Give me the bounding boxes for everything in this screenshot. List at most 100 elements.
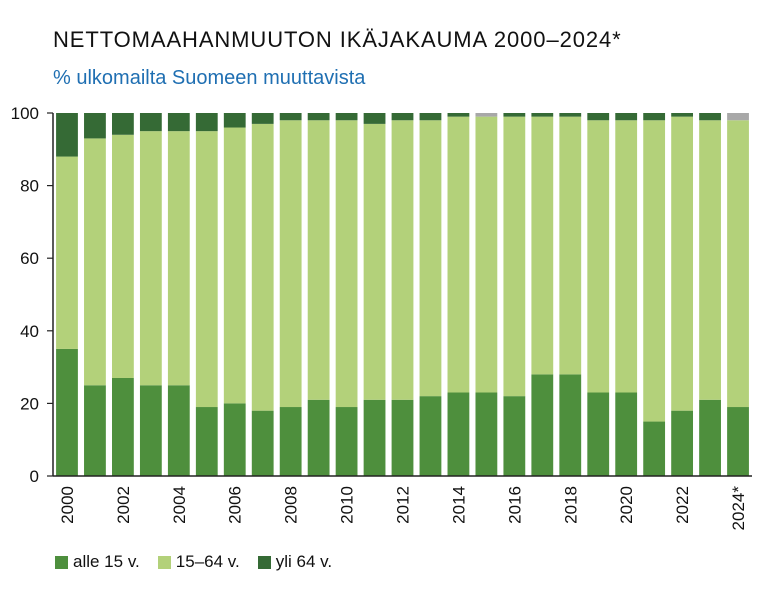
bar-segment-2002-s1 bbox=[112, 134, 134, 378]
bar-segment-2005-s1 bbox=[195, 131, 218, 408]
bar-segment-2008-s1 bbox=[279, 120, 302, 408]
bar-segment-2003-s1 bbox=[139, 131, 162, 386]
bar-segment-2006-s2 bbox=[223, 113, 246, 128]
bar-segment-2020-s1 bbox=[615, 120, 638, 393]
bar-segment-2009-s1 bbox=[307, 120, 330, 400]
bar-segment-2001-s0 bbox=[84, 385, 106, 476]
legend-item-yli64: yli 64 v. bbox=[257, 552, 333, 572]
y-tick-label: 20 bbox=[20, 394, 39, 413]
legend: alle 15 v. 15–64 v. yli 64 v. bbox=[55, 552, 350, 572]
bar-segment-2004-s0 bbox=[167, 385, 190, 476]
bar-segment-2024-s3 bbox=[727, 113, 749, 121]
bar-segment-2021-s1 bbox=[643, 120, 666, 422]
bar-segment-2003-s2 bbox=[139, 113, 162, 132]
bar-segment-2003-s0 bbox=[139, 385, 162, 476]
bar-segment-2021-s0 bbox=[643, 421, 666, 476]
legend-label-alle15: alle 15 v. bbox=[73, 552, 140, 571]
bar-segment-2005-s0 bbox=[195, 407, 218, 476]
bar-segment-2022-s0 bbox=[671, 410, 694, 476]
bars-group bbox=[56, 113, 749, 476]
bar-segment-2010-s1 bbox=[335, 120, 358, 408]
bar-segment-2009-s2 bbox=[307, 113, 330, 121]
bar-segment-2017-s2 bbox=[531, 113, 554, 117]
x-tick-label-2002: 2002 bbox=[114, 486, 133, 524]
bar-segment-2008-s0 bbox=[279, 407, 302, 476]
bar-segment-2020-s2 bbox=[615, 113, 638, 121]
bar-segment-2015-s3 bbox=[475, 113, 498, 117]
bar-segment-2011-s2 bbox=[363, 113, 386, 124]
bar-segment-2006-s1 bbox=[223, 127, 246, 404]
x-tick-label-2010: 2010 bbox=[338, 486, 357, 524]
bar-segment-2000-s0 bbox=[56, 348, 78, 476]
bar-segment-2010-s2 bbox=[335, 113, 358, 121]
x-tick-label-2012: 2012 bbox=[394, 486, 413, 524]
x-tick-label-2004: 2004 bbox=[170, 486, 189, 524]
bar-segment-2016-s1 bbox=[503, 116, 526, 397]
bar-segment-2013-s0 bbox=[419, 396, 442, 476]
bar-segment-2023-s0 bbox=[699, 399, 721, 476]
x-tick-label-2000: 2000 bbox=[58, 486, 77, 524]
legend-item-15-64: 15–64 v. bbox=[157, 552, 240, 572]
x-axis: 2000 2002 2004 2006 2008 2010 2012 2014 2016 2018… bbox=[53, 475, 752, 531]
bar-segment-2009-s0 bbox=[307, 399, 330, 476]
bar-segment-2023-s2 bbox=[699, 113, 721, 121]
bar-segment-2022-s2 bbox=[671, 113, 694, 117]
bar-segment-2006-s0 bbox=[223, 403, 246, 476]
bar-segment-2013-s2 bbox=[419, 113, 442, 121]
x-tick-label-2006: 2006 bbox=[226, 486, 245, 524]
x-tick-label-2008: 2008 bbox=[282, 486, 301, 524]
bar-segment-2002-s0 bbox=[112, 377, 134, 476]
bar-segment-2020-s0 bbox=[615, 392, 638, 476]
legend-item-alle15: alle 15 v. bbox=[55, 552, 140, 572]
bar-segment-2014-s2 bbox=[447, 113, 470, 117]
bar-segment-2017-s1 bbox=[531, 116, 554, 375]
bar-segment-2007-s1 bbox=[251, 123, 274, 411]
legend-swatch-15-64 bbox=[157, 555, 171, 569]
bar-segment-2014-s1 bbox=[447, 116, 470, 393]
bar-segment-2013-s1 bbox=[419, 120, 442, 397]
bar-segment-2024-s0 bbox=[727, 407, 749, 476]
bar-segment-2004-s1 bbox=[167, 131, 190, 386]
bar-segment-2023-s1 bbox=[699, 120, 721, 400]
legend-label-yli64: yli 64 v. bbox=[275, 552, 333, 571]
bar-segment-2011-s1 bbox=[363, 123, 386, 400]
bar-segment-2012-s0 bbox=[391, 399, 414, 476]
y-tick-label: 0 bbox=[30, 467, 39, 486]
bar-segment-2021-s2 bbox=[643, 113, 666, 121]
bar-segment-2005-s2 bbox=[195, 113, 218, 132]
chart-title: NETTOMAAHANMUUTON IKÄJAKAUMA 2000–2024* bbox=[53, 27, 622, 52]
bar-segment-2001-s2 bbox=[84, 113, 106, 139]
x-tick-label-2024: 2024* bbox=[729, 486, 748, 531]
bar-segment-2022-s1 bbox=[671, 116, 694, 411]
y-tick-label: 100 bbox=[11, 104, 39, 123]
legend-label-15-64: 15–64 v. bbox=[175, 552, 240, 571]
legend-swatch-alle15 bbox=[55, 555, 68, 569]
bar-segment-2014-s0 bbox=[447, 392, 470, 476]
bar-segment-2016-s2 bbox=[503, 113, 526, 117]
y-tick-label: 80 bbox=[20, 177, 39, 196]
bar-segment-2004-s2 bbox=[167, 113, 190, 132]
legend-swatch-yli64 bbox=[257, 555, 271, 569]
bar-segment-2002-s2 bbox=[112, 113, 134, 135]
chart-subtitle: % ulkomailta Suomeen muuttavista bbox=[53, 67, 366, 89]
x-tick-label-2016: 2016 bbox=[505, 486, 524, 524]
bar-segment-2018-s1 bbox=[559, 116, 582, 375]
x-tick-label-2020: 2020 bbox=[617, 486, 636, 524]
bar-segment-2011-s0 bbox=[363, 399, 386, 476]
bar-segment-2019-s2 bbox=[587, 113, 610, 121]
bar-segment-2008-s2 bbox=[279, 113, 302, 121]
bar-segment-2012-s2 bbox=[391, 113, 414, 121]
bar-segment-2000-s1 bbox=[56, 156, 78, 349]
bar-segment-2024-s1 bbox=[727, 120, 749, 408]
bar-segment-2015-s0 bbox=[475, 392, 498, 476]
bar-segment-2015-s1 bbox=[475, 116, 498, 393]
x-tick-label-2022: 2022 bbox=[673, 486, 692, 524]
y-tick-label: 40 bbox=[20, 322, 39, 341]
bar-segment-2010-s0 bbox=[335, 407, 358, 476]
bar-segment-2019-s1 bbox=[587, 120, 610, 393]
x-tick-label-2018: 2018 bbox=[561, 486, 580, 524]
bar-segment-2019-s0 bbox=[587, 392, 610, 476]
bar-segment-2001-s1 bbox=[84, 138, 106, 386]
bar-segment-2018-s0 bbox=[559, 374, 582, 476]
